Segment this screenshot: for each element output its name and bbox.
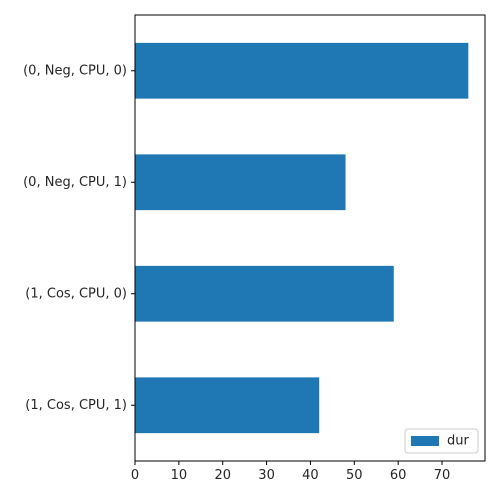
x-tick-label: 50 bbox=[346, 468, 363, 483]
x-tick-label: 20 bbox=[214, 468, 231, 483]
bar-2 bbox=[135, 265, 394, 322]
x-tick-label: 30 bbox=[258, 468, 275, 483]
y-axis-ticks: (0, Neg, CPU, 0) (0, Neg, CPU, 1) (1, Cos,… bbox=[23, 63, 135, 413]
bar-3 bbox=[135, 377, 320, 434]
bars-group bbox=[135, 42, 469, 434]
legend: dur bbox=[404, 428, 479, 454]
x-tick-label: 70 bbox=[434, 468, 451, 483]
x-axis-ticks: 0 10 20 30 40 50 60 70 bbox=[131, 461, 450, 483]
legend-box bbox=[404, 428, 479, 454]
x-tick-label: 0 bbox=[131, 468, 139, 483]
bar-0 bbox=[135, 42, 469, 99]
y-tick-label: (1, Cos, CPU, 1) bbox=[25, 398, 127, 413]
x-tick-label: 60 bbox=[390, 468, 407, 483]
legend-label: dur bbox=[447, 434, 469, 449]
x-tick-label: 10 bbox=[171, 468, 188, 483]
legend-swatch bbox=[411, 436, 439, 446]
plot-frame bbox=[134, 14, 486, 462]
y-tick-label: (1, Cos, CPU, 0) bbox=[25, 286, 127, 301]
x-tick-label: 40 bbox=[302, 468, 319, 483]
bar-1 bbox=[135, 154, 346, 211]
y-tick-label: (0, Neg, CPU, 0) bbox=[23, 63, 127, 78]
y-tick-label: (0, Neg, CPU, 1) bbox=[23, 175, 127, 190]
